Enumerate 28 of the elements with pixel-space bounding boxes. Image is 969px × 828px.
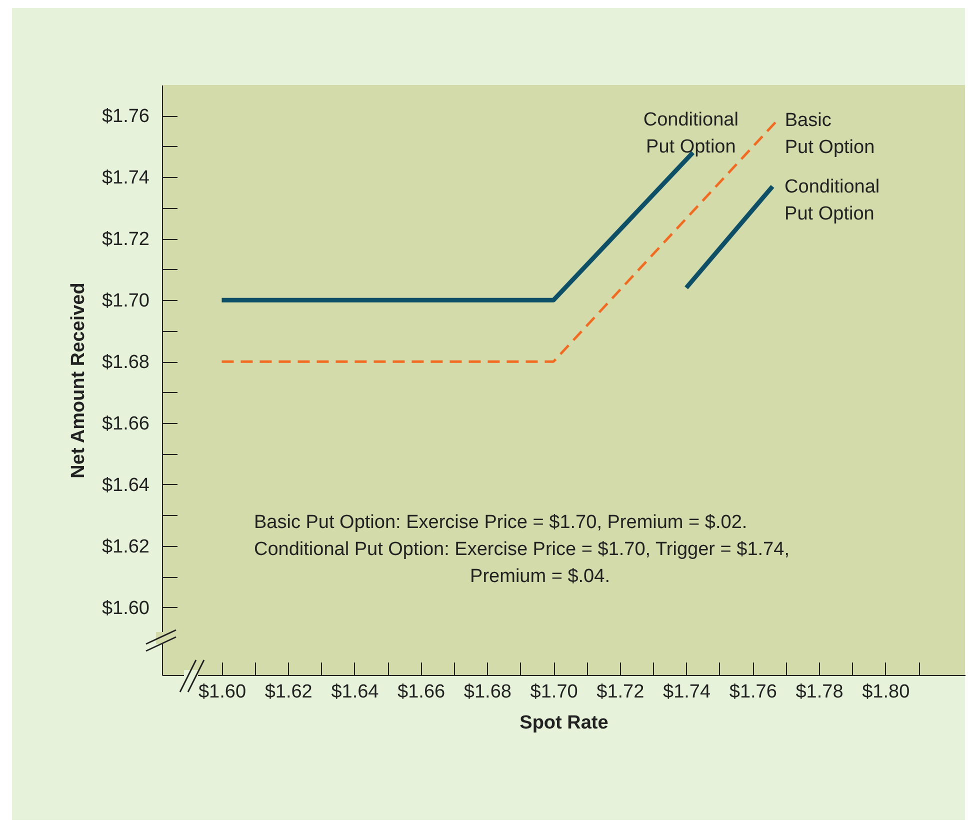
x-tick-label: $1.70 [530,682,578,702]
series-label: Basic Put Option [784,110,875,158]
x-tick-label: $1.80 [862,682,910,702]
x-tick-label: $1.60 [198,682,246,702]
y-axis-title: Net Amount Received [68,282,89,478]
y-tick-label: $1.68 [102,352,150,374]
x-axis-title: Spot Rate [520,712,608,734]
x-tick-label: $1.74 [663,682,711,702]
x-tick-label: $1.68 [464,682,512,702]
y-tick-label: $1.60 [102,598,150,619]
x-tick-label: $1.72 [596,682,644,702]
annotation: Conditional Put Option: Exercise Price = $1.70, Trigger = $1.74, [254,539,790,560]
x-tick-label: $1.76 [729,682,777,702]
y-tick-label: $1.64 [102,474,150,496]
series-label: Conditional Put Option [643,110,738,158]
x-tick-label: $1.64 [331,682,380,702]
x-tick-label: $1.62 [264,682,312,702]
y-tick-label: $1.72 [102,229,150,250]
x-tick-label: $1.66 [398,682,446,702]
y-tick-label: $1.62 [102,536,150,558]
y-tick-label: $1.76 [102,106,150,128]
annotation: Basic Put Option: Exercise Price = $1.70, Premium = $.02. [254,512,748,533]
x-tick-label: $1.78 [796,682,844,702]
y-tick-label: $1.70 [102,290,150,312]
series-label: Conditional Put Option [784,176,880,224]
annotation: Premium = $.04. [470,566,610,587]
y-tick-label: $1.66 [102,414,150,435]
y-tick-label: $1.74 [102,168,150,189]
